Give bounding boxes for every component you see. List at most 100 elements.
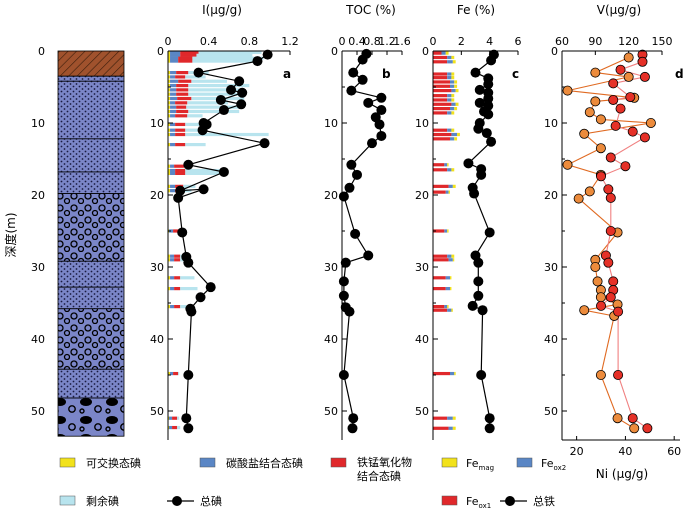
iron-bar-28-seg-0: [433, 416, 448, 420]
iodine-bar-6-seg-2: [178, 79, 192, 83]
ni-x-tick-0: 20: [570, 445, 584, 458]
iodine-bar-11-seg-1: [170, 101, 176, 105]
iron-bar-7-seg-2: [455, 89, 459, 93]
iron-total-point-20: [469, 188, 480, 199]
iron-bar-11-seg-1: [450, 107, 455, 111]
iron-total-point-26: [467, 300, 478, 311]
toc-point-6: [363, 97, 374, 108]
toc-point-11: [367, 138, 377, 149]
v-x-ticks: 60 90 120 150: [555, 35, 673, 55]
iodine-bar-1-seg-0: [168, 53, 171, 57]
fe-ox2-main: Fe: [541, 457, 554, 470]
iodine-total-point-17: [173, 192, 184, 203]
toc-y-tick-label-30: 30: [324, 261, 338, 274]
iron-bar-9-seg-0: [433, 98, 448, 102]
iodine-y-tick-label-0: 0: [157, 45, 164, 58]
iodine-bar-12-seg-1: [170, 105, 177, 109]
iodine-bar-17-seg-1: [170, 132, 176, 137]
iodine-bar-27-seg-0: [168, 276, 171, 280]
iron-bar-15-seg-1: [450, 137, 455, 141]
iron-bar-10-seg-2: [455, 102, 459, 106]
toc-y-tick-label-50: 50: [324, 405, 338, 418]
v-x-tick-1: 90: [588, 35, 602, 48]
iron-bar-0-seg-2: [445, 51, 449, 55]
series-v-point-22: [579, 305, 590, 316]
iron-total-point-27: [477, 305, 488, 316]
iodine-bar-2-seg-0: [168, 56, 171, 60]
legend-marker-total-iodine: [172, 496, 182, 506]
series-v-point-14: [573, 193, 584, 204]
series-v-point-13: [584, 186, 595, 197]
iron-bar-9-seg-1: [447, 98, 452, 102]
iron-bar-16-seg-2: [447, 163, 449, 167]
iron-bar-5-seg-0: [433, 80, 450, 84]
series-ni-point-19: [608, 276, 619, 287]
iodine-bar-15-seg-3: [185, 122, 208, 127]
series-v-path: [566, 56, 651, 429]
iodine-bar-28-seg-2: [174, 287, 181, 291]
series-v-point-24: [595, 369, 606, 380]
legend-label-fe-ox1: Feox1: [466, 495, 491, 510]
series-v-point-20: [595, 292, 606, 303]
toc-point-12: [346, 159, 357, 170]
iodine-bar-1-seg-1: [170, 53, 181, 57]
iodine-bar-19-seg-2: [174, 164, 185, 168]
iodine-bar-21-seg-0: [168, 171, 171, 175]
toc-point-3: [357, 74, 368, 85]
iodine-bar-30-seg-2: [173, 371, 179, 376]
iodine-bar-26-seg-0: [168, 258, 171, 262]
v-panel-title: V(μg/g): [597, 3, 641, 17]
toc-point-14: [344, 182, 355, 193]
iodine-panel: I(μg/g) 0 0.4 0.8 1.2 a 10 20 30 40 50 0: [150, 3, 299, 440]
lithology-layer-cobbles: [57, 397, 125, 437]
toc-path: [343, 53, 384, 429]
toc-point-18: [340, 257, 351, 268]
iodine-bar-19-seg-0: [168, 164, 171, 168]
toc-y-tick-label-10: 10: [324, 117, 338, 130]
v-y-tick-label-30: 30: [544, 261, 558, 274]
iodine-total-point-11: [197, 125, 208, 136]
series-ni-point-22: [596, 300, 607, 311]
iodine-x-tick-3: 1.2: [281, 35, 299, 48]
iodine-bar-4-seg-0: [168, 71, 171, 75]
iron-total-point-30: [484, 423, 495, 434]
iodine-bar-4-seg-2: [176, 71, 189, 75]
iodine-bar-28-seg-0: [168, 287, 171, 291]
series-ni-point-7: [615, 103, 626, 114]
iodine-bar-9-seg-2: [176, 92, 189, 96]
lithology-layer-blue-dotted-6: [57, 368, 125, 399]
iodine-total-point-12: [259, 138, 270, 149]
iodine-bar-26-seg-1: [170, 258, 175, 262]
v-y-tick-label-10: 10: [544, 117, 558, 130]
toc-x-tick-2: 0.8: [363, 35, 381, 48]
iodine-bar-7-seg-0: [168, 83, 171, 88]
iron-bar-23-seg-2: [450, 276, 452, 280]
toc-point-15: [338, 191, 349, 202]
iodine-bar-0-seg-0: [168, 50, 171, 55]
iron-bar-24-seg-2: [450, 287, 452, 291]
v-ni-panel-label: d: [675, 67, 684, 81]
iodine-bar-12-seg-2: [176, 105, 187, 109]
iodine-total-point-5: [237, 87, 248, 98]
iodine-bar-9-seg-1: [170, 92, 177, 96]
iron-y-tick-label-0: 0: [422, 45, 429, 58]
iron-bar-6-seg-0: [433, 84, 450, 88]
iodine-bar-13-seg-3: [188, 109, 240, 114]
iodine-bar-1-seg-3: [196, 53, 253, 57]
iron-bar-12-seg-1: [447, 111, 452, 115]
toc-point-24: [348, 413, 359, 424]
iodine-bar-29-seg-1: [170, 305, 175, 309]
series-ni-point-12: [620, 161, 631, 172]
iodine-bar-2-seg-1: [170, 56, 179, 60]
toc-x-ticks: 0 0.40.81.21.6: [339, 35, 411, 55]
toc-point-22: [344, 306, 355, 317]
iron-bar-27-seg-0: [433, 371, 450, 376]
iron-bar-14-seg-1: [451, 132, 458, 137]
legend-label-fe-ox2: Feox2: [541, 457, 566, 472]
lithology-column: [57, 50, 125, 437]
iron-bar-18-seg-0: [433, 184, 449, 188]
depth-tick-0: 0: [38, 45, 45, 58]
iodine-x-tick-0: 0: [165, 35, 172, 48]
series-ni-point-2: [615, 64, 626, 75]
